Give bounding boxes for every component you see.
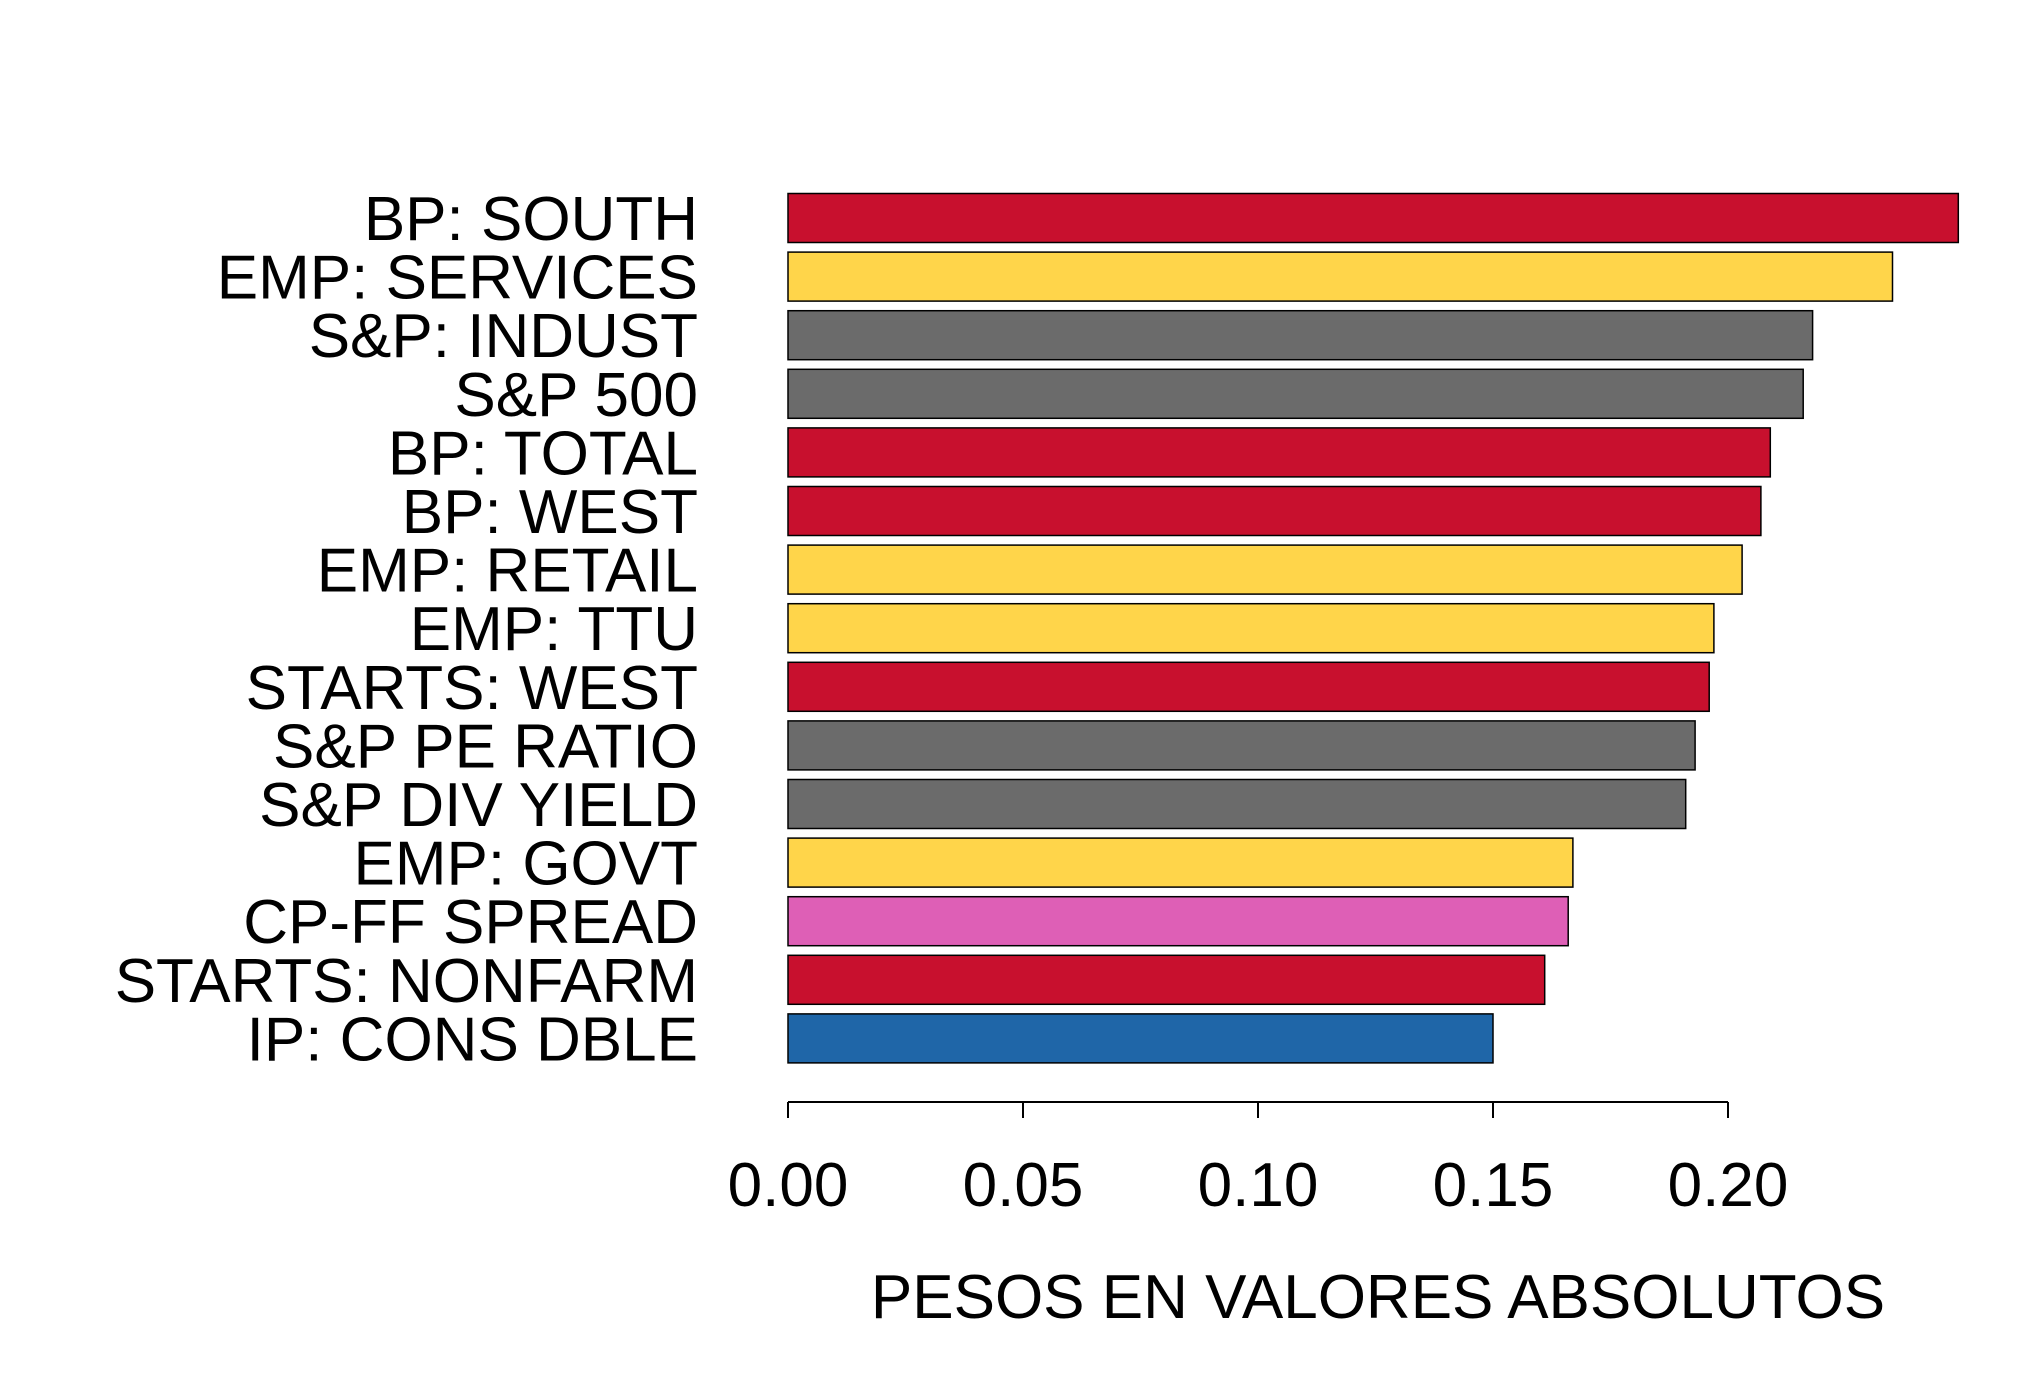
bar-cp-ff-spread bbox=[787, 895, 1569, 947]
category-label: CP-FF SPREAD bbox=[243, 888, 698, 957]
bars bbox=[787, 192, 1960, 1064]
bar-bp-west bbox=[787, 485, 1762, 537]
x-tick-label: 0.20 bbox=[1668, 1151, 1789, 1220]
category-label: S&P: INDUST bbox=[309, 302, 698, 371]
bar-bp-total bbox=[787, 427, 1772, 478]
x-tick-label: 0.10 bbox=[1198, 1151, 1319, 1220]
bar-starts-west bbox=[787, 661, 1710, 713]
category-label: STARTS: WEST bbox=[246, 654, 698, 723]
bar-bp-south bbox=[787, 192, 1960, 244]
x-axis-title: PESOS EN VALORES ABSOLUTOS bbox=[871, 1263, 1885, 1332]
x-tick-label: 0.05 bbox=[963, 1151, 1084, 1220]
category-label: BP: TOTAL bbox=[388, 419, 698, 488]
bar-starts-nonfarm bbox=[787, 954, 1546, 1006]
category-label: S&P DIV YIELD bbox=[259, 771, 698, 840]
bar-emp-services bbox=[787, 251, 1894, 302]
bar-s-p-500 bbox=[787, 368, 1804, 420]
bar-ip-cons-dble bbox=[787, 1013, 1494, 1064]
bar-emp-govt bbox=[787, 837, 1574, 888]
bar-emp-ttu bbox=[787, 602, 1715, 654]
category-label: EMP: TTU bbox=[410, 595, 698, 664]
x-tick-label: 0.15 bbox=[1433, 1151, 1554, 1220]
bar-s-p-div-yield bbox=[787, 778, 1687, 830]
bar-emp-retail bbox=[787, 544, 1743, 595]
x-tick-label: 0.00 bbox=[728, 1151, 849, 1220]
category-label: EMP: RETAIL bbox=[317, 537, 698, 606]
x-axis: 0.00 0.05 0.10 0.15 0.20 bbox=[728, 1101, 1789, 1220]
category-label: S&P 500 bbox=[454, 361, 698, 430]
category-label: IP: CONS DBLE bbox=[247, 1005, 698, 1074]
category-label: EMP: GOVT bbox=[354, 830, 698, 899]
category-label: BP: WEST bbox=[402, 478, 698, 547]
category-label: BP: SOUTH bbox=[364, 185, 698, 254]
category-label: EMP: SERVICES bbox=[217, 244, 698, 313]
bar-s-p-indust bbox=[787, 309, 1814, 361]
category-label: STARTS: NONFARM bbox=[115, 947, 698, 1016]
category-label: S&P PE RATIO bbox=[273, 712, 698, 781]
bar-s-p-pe-ratio bbox=[787, 720, 1696, 771]
